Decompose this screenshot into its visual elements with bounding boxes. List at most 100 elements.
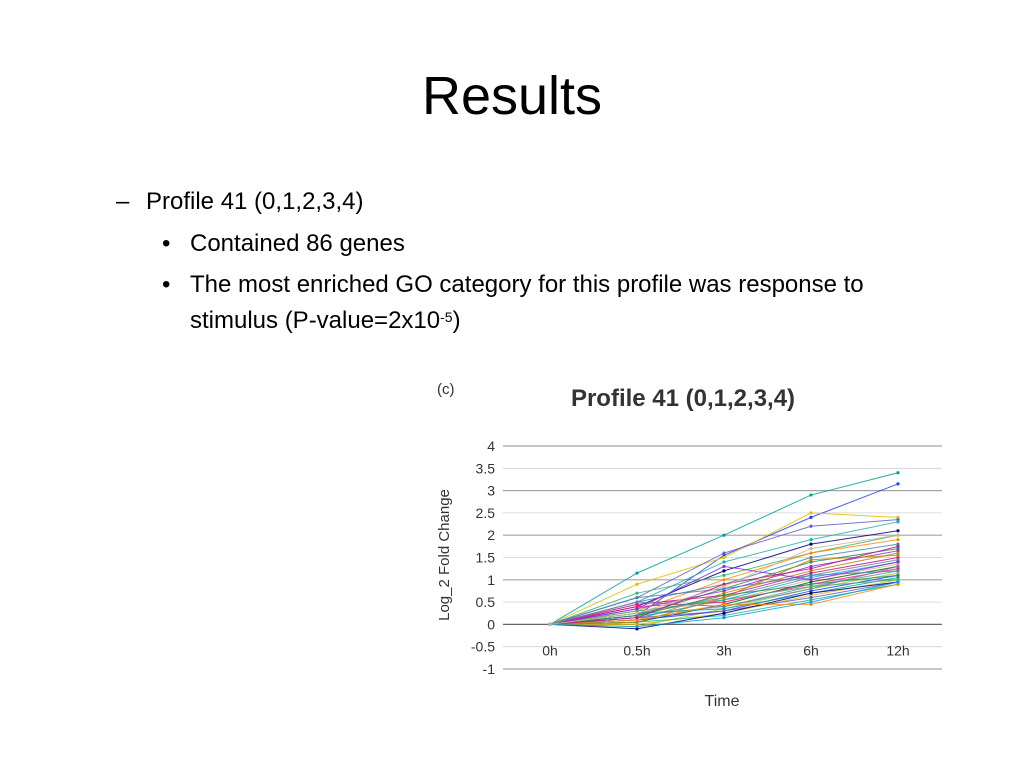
- data-point: [896, 551, 900, 555]
- go-text-line1: The most enriched GO category for this p…: [190, 271, 864, 298]
- data-point: [635, 627, 639, 631]
- data-point: [896, 560, 900, 564]
- data-point: [896, 569, 900, 573]
- profile-chart: (c) Profile 41 (0,1,2,3,4) 4 3.5 3 2.5 2 1.5 1…: [436, 381, 942, 710]
- x-tick-labels: 0h 0.5h 3h 6h 12h: [542, 642, 909, 658]
- y-tick-label: 1.5: [476, 550, 496, 566]
- y-tick-label: 0.5: [476, 594, 496, 610]
- data-point: [896, 553, 900, 557]
- data-point: [722, 584, 726, 589]
- data-point: [809, 569, 813, 573]
- data-point: [809, 538, 813, 542]
- data-point: [722, 564, 726, 569]
- data-point: [896, 471, 900, 475]
- data-point: [722, 582, 726, 586]
- x-tick-label: 3h: [716, 642, 732, 658]
- y-tick-label: 3: [487, 483, 495, 499]
- data-point: [809, 493, 813, 497]
- data-point: [722, 578, 726, 582]
- data-point: [809, 584, 813, 589]
- data-point: [896, 580, 900, 584]
- data-point: [722, 602, 726, 606]
- dash-marker: –: [116, 188, 130, 215]
- data-point: [809, 593, 813, 598]
- data-point: [896, 544, 900, 548]
- data-point: [635, 600, 639, 604]
- data-point: [896, 558, 900, 562]
- data-point: [722, 551, 726, 555]
- data-point: [722, 593, 726, 598]
- gridlines: [503, 445, 942, 670]
- pvalue-exponent: -5: [440, 309, 453, 325]
- data-point: [722, 553, 726, 557]
- data-point: [896, 578, 900, 582]
- go-text-post: ): [452, 307, 461, 334]
- x-tick-label: 0.5h: [623, 642, 650, 658]
- data-point: [635, 616, 639, 620]
- data-point: [809, 564, 813, 569]
- data-point: [809, 591, 813, 595]
- data-point: [635, 607, 639, 611]
- data-point: [635, 618, 639, 622]
- data-point: [809, 555, 813, 560]
- data-point: [809, 589, 813, 593]
- data-point: [809, 524, 813, 528]
- data-point: [722, 573, 726, 577]
- data-point: [809, 580, 813, 584]
- chart-title: Profile 41 (0,1,2,3,4): [571, 385, 795, 412]
- data-point: [635, 591, 639, 595]
- data-point: [896, 549, 900, 553]
- y-tick-label: 4: [487, 438, 495, 454]
- profile-text: Profile 41 (0,1,2,3,4): [146, 188, 364, 215]
- data-point: [635, 611, 639, 615]
- data-point: [896, 538, 900, 542]
- data-point: [896, 517, 900, 522]
- x-tick-label: 0h: [542, 642, 558, 658]
- go-text-pre: stimulus (P-value=2x10: [190, 307, 441, 334]
- data-point: [635, 625, 639, 629]
- data-point: [722, 613, 726, 618]
- y-tick-label: 2.5: [476, 505, 496, 521]
- data-point: [809, 542, 813, 546]
- data-point: [722, 591, 726, 595]
- data-point: [809, 578, 813, 582]
- data-point: [635, 622, 639, 626]
- data-point: [809, 596, 813, 600]
- data-point: [896, 573, 900, 577]
- data-point: [896, 564, 900, 569]
- data-point: [722, 596, 726, 600]
- data-point: [635, 571, 639, 575]
- data-point: [722, 616, 726, 620]
- genes-text: Contained 86 genes: [190, 230, 405, 257]
- data-point: [722, 569, 726, 573]
- data-point: [809, 598, 813, 602]
- data-point: [896, 529, 900, 533]
- data-point: [635, 620, 639, 624]
- series-lines: [548, 471, 900, 631]
- dot-marker: •: [162, 271, 171, 298]
- data-point: [896, 520, 900, 524]
- y-tick-label: 0: [487, 616, 495, 632]
- data-point: [809, 567, 813, 571]
- data-point: [635, 609, 639, 613]
- x-tick-label: 12h: [886, 642, 909, 658]
- data-point: [809, 558, 813, 562]
- y-tick-labels: 4 3.5 3 2.5 2 1.5 1 0.5 0 -0.5 -1: [471, 438, 495, 677]
- data-point: [896, 567, 900, 571]
- x-tick-label: 6h: [803, 642, 819, 658]
- data-point: [635, 613, 639, 618]
- y-axis-label: Log_2 Fold Change: [436, 489, 453, 621]
- panel-label: (c): [437, 381, 455, 398]
- data-point: [635, 596, 639, 600]
- data-point: [809, 573, 813, 577]
- data-point: [635, 602, 639, 606]
- data-point: [809, 515, 813, 519]
- data-point: [896, 515, 900, 519]
- slide-title: Results: [421, 66, 603, 126]
- data-point: [722, 604, 726, 609]
- data-point: [896, 542, 900, 546]
- data-point: [722, 609, 726, 613]
- y-tick-label: 3.5: [476, 460, 496, 476]
- dot-marker: •: [162, 230, 171, 257]
- data-point: [809, 575, 813, 580]
